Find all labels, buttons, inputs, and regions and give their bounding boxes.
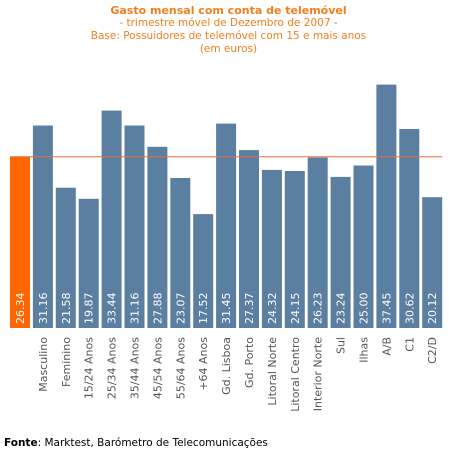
category-label-4: 25/34 Anos xyxy=(106,337,119,399)
bar-2 xyxy=(55,187,76,328)
value-label-2: 21.58 xyxy=(60,293,73,325)
bar-11 xyxy=(261,169,282,328)
category-label-14: Sul xyxy=(335,337,348,354)
chart-subtitle-line-3: (em euros) xyxy=(199,43,258,55)
category-label-11: Litoral Norte xyxy=(266,337,279,406)
category-label-17: C1 xyxy=(403,337,416,352)
category-label-16: A/B xyxy=(380,337,393,356)
bar-13 xyxy=(307,157,328,328)
bar-5 xyxy=(124,125,145,328)
bar-4 xyxy=(101,110,122,328)
bar-10 xyxy=(239,150,259,328)
value-label-7: 23.07 xyxy=(174,293,187,325)
category-label-5: 35/44 Anos xyxy=(129,337,142,399)
category-label-2: Feminino xyxy=(60,337,73,387)
category-label-8: +64 Anos xyxy=(197,337,210,391)
category-label-9: Gd. Lisboa xyxy=(220,337,233,395)
category-label-18: C2/D xyxy=(426,337,439,364)
value-label-1: 31.16 xyxy=(37,293,50,325)
bar-15 xyxy=(353,165,374,328)
value-label-6: 27.88 xyxy=(151,293,164,325)
value-label-5: 31.16 xyxy=(129,293,142,325)
bar-18 xyxy=(422,197,443,328)
title-block: Gasto mensal com conta de telemóvel - tr… xyxy=(0,4,457,56)
bar-16 xyxy=(376,84,397,328)
value-label-16: 37.45 xyxy=(380,293,393,325)
value-label-17: 30.62 xyxy=(403,293,416,325)
bar-3 xyxy=(78,198,99,328)
category-label-12: Litoral Centro xyxy=(289,337,302,412)
category-label-6: 45/54 Anos xyxy=(151,337,164,399)
bar-1 xyxy=(32,125,53,328)
source-text: : Marktest, Barómetro de Telecomunicaçõe… xyxy=(37,437,268,449)
chart-title: Gasto mensal com conta de telemóvel xyxy=(110,4,347,17)
value-label-8: 17.52 xyxy=(197,293,210,325)
value-label-13: 26.23 xyxy=(312,293,325,325)
bar-8 xyxy=(193,214,214,328)
bar-17 xyxy=(399,129,420,328)
category-label-10: Gd. Porto xyxy=(243,337,256,388)
chart-subtitle-line-2: Base: Possuidores de telemóvel com 15 e … xyxy=(90,30,367,42)
source-label: Fonte xyxy=(4,437,38,449)
value-label-12: 24.15 xyxy=(289,293,302,325)
category-label-1: Masculino xyxy=(37,337,50,392)
value-label-9: 31.45 xyxy=(220,293,233,325)
bar-7 xyxy=(170,178,191,328)
value-label-11: 24.32 xyxy=(266,293,279,325)
category-label-7: 55/64 Anos xyxy=(174,337,187,399)
bar-0 xyxy=(10,156,30,328)
bar-14 xyxy=(330,176,351,328)
value-label-10: 27.37 xyxy=(243,293,256,325)
category-label-15: Ilhas xyxy=(358,337,371,363)
bar-6 xyxy=(147,146,168,328)
value-label-18: 20.12 xyxy=(426,293,439,325)
category-label-3: 15/24 Anos xyxy=(83,337,96,399)
value-label-15: 25.00 xyxy=(358,293,371,325)
chart-subtitle-line-1: - trimestre móvel de Dezembro de 2007 - xyxy=(119,17,338,29)
value-label-3: 19.87 xyxy=(83,293,96,325)
value-label-14: 23.24 xyxy=(335,293,348,325)
bar-9 xyxy=(216,123,237,328)
bar-12 xyxy=(284,171,305,328)
value-label-4: 33.44 xyxy=(106,293,119,325)
category-label-13: Interior Norte xyxy=(312,337,325,411)
source-note: Fonte: Marktest, Barómetro de Telecomuni… xyxy=(4,437,268,449)
value-label-0: 26.34 xyxy=(14,293,27,325)
